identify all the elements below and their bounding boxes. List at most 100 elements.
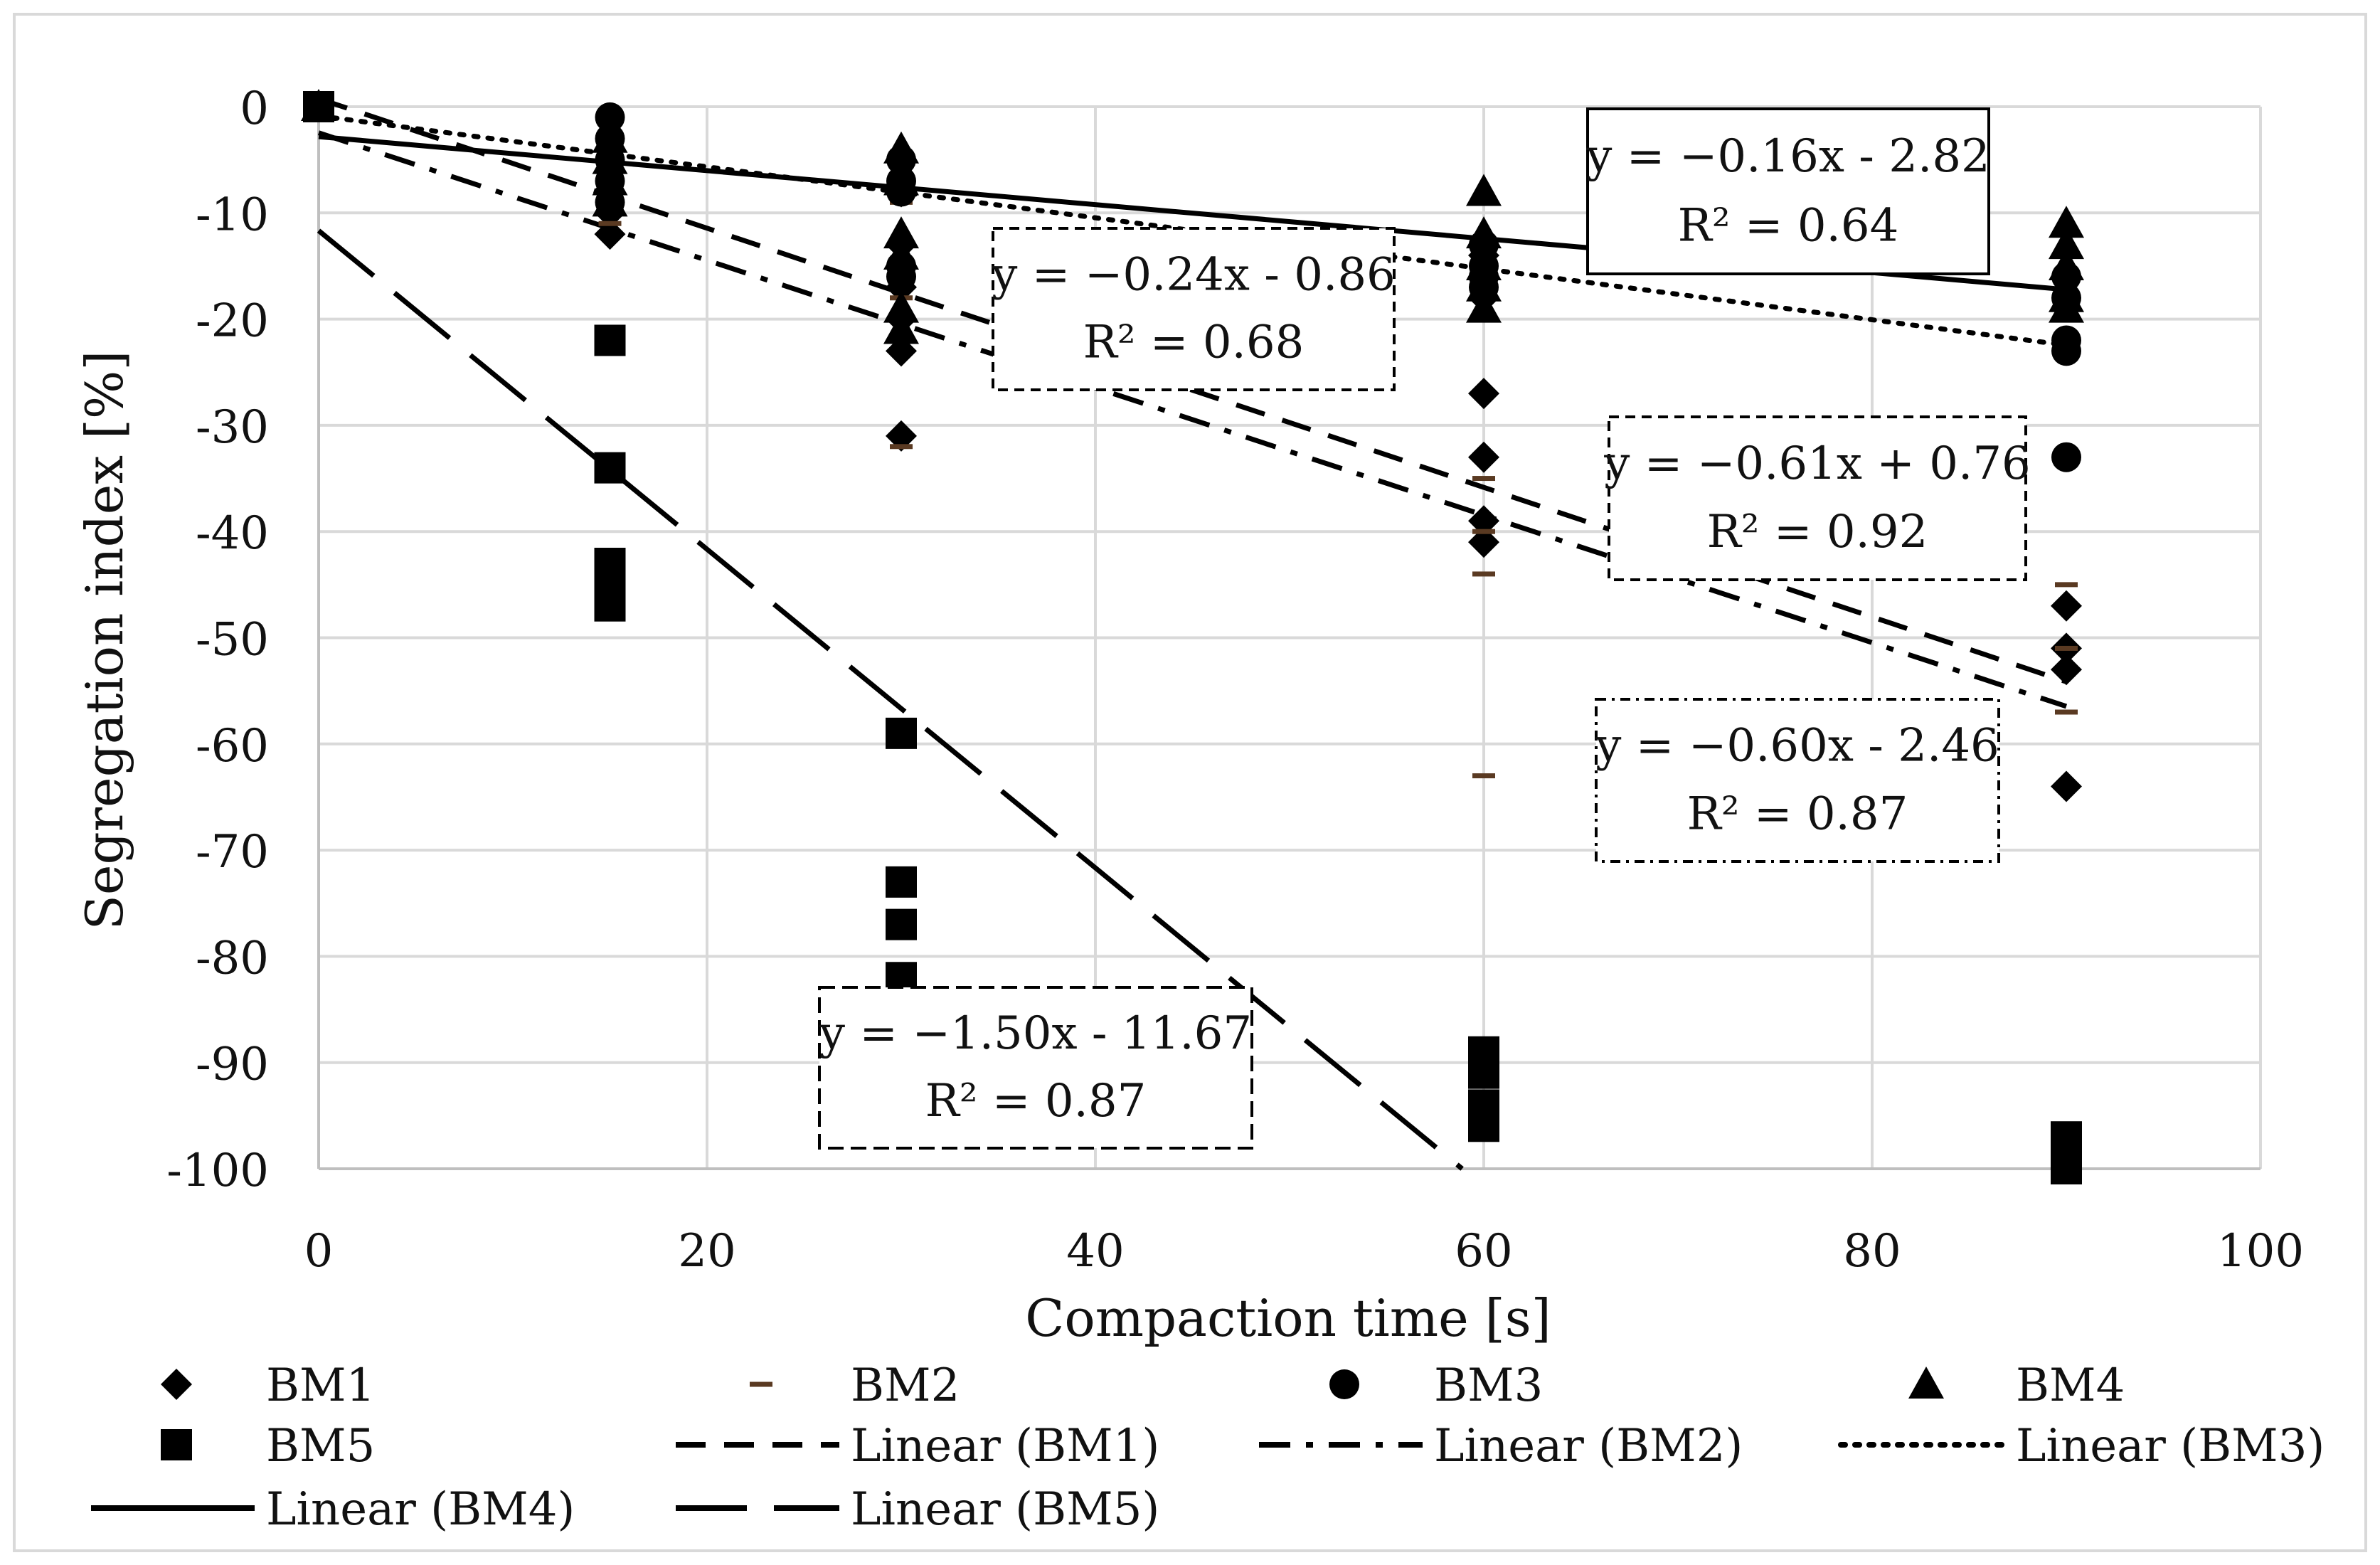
- y-tick-label: -30: [196, 401, 269, 454]
- trend-r-squared: R² = 0.92: [1707, 506, 1928, 558]
- legend-item: Linear (BM1): [676, 1420, 1159, 1473]
- trend-r-squared: R² = 0.64: [1678, 200, 1899, 253]
- data-point-bm5: [886, 866, 917, 898]
- equation-box: [992, 227, 1396, 391]
- data-point-bm4: [883, 216, 919, 249]
- axis-ticks: 0 -10 -20 -30 -40 -50 -60 -70 -80 -90 -100 0 20 40 60 8…: [166, 83, 2304, 1278]
- grid: [317, 105, 2262, 1170]
- legend-label: BM2: [851, 1359, 960, 1412]
- data-point-bm4: [592, 184, 628, 217]
- data-point-bm2: [1472, 571, 1495, 577]
- legend-marker-bm4: [1908, 1367, 1944, 1399]
- y-tick-label: -20: [196, 295, 269, 348]
- equation-box: [1595, 698, 2000, 863]
- y-tick-label: -80: [196, 932, 269, 985]
- trend-equation: y = −0.61x + 0.76: [1603, 437, 2031, 490]
- equation-boxes: y = −0.61x + 0.76 R² = 0.92 y = −0.60x - 2…: [818, 107, 2031, 1150]
- legend-label: Linear (BM2): [1434, 1420, 1743, 1473]
- data-point-bm1: [2051, 770, 2082, 802]
- data-point-bm4: [883, 290, 919, 323]
- data-point-bm1: [1468, 378, 1499, 410]
- data-point-bm5: [594, 324, 626, 356]
- legend: BM1 BM2 BM3 BM4 BM5 Linear (BM1) Linear (BM2) L…: [91, 1359, 2325, 1536]
- y-tick-label: -100: [166, 1145, 269, 1197]
- data-point-bm5: [1468, 1110, 1499, 1142]
- x-axis-label: Compaction time [s]: [1025, 1288, 1551, 1348]
- data-point-bm5: [594, 452, 626, 484]
- data-point-bm4: [883, 163, 919, 196]
- data-point-bm1: [2051, 654, 2082, 686]
- data-point-bm2: [890, 444, 913, 450]
- legend-marker-bm2: [750, 1381, 772, 1387]
- legend-item: BM3: [1329, 1359, 1543, 1412]
- data-point-bm2: [598, 221, 622, 226]
- data-points: [301, 89, 2084, 1184]
- data-point-bm4: [883, 238, 919, 270]
- legend-label: Linear (BM5): [851, 1483, 1159, 1536]
- data-point-bm4: [1466, 248, 1502, 280]
- legend-label: Linear (BM1): [851, 1420, 1159, 1473]
- legend-marker-bm1: [161, 1369, 192, 1400]
- data-point-bm5: [886, 717, 917, 749]
- data-point-bm1: [1468, 441, 1499, 473]
- legend-label: BM4: [2016, 1359, 2125, 1412]
- legend-label: BM1: [266, 1359, 375, 1412]
- data-point-bm1: [594, 218, 626, 250]
- data-point-bm5: [594, 590, 626, 622]
- data-point-bm5: [303, 91, 334, 122]
- data-point-bm4: [883, 312, 919, 344]
- x-tick-label: 40: [1066, 1225, 1124, 1278]
- data-point-bm4: [1466, 290, 1502, 323]
- data-point-bm4: [592, 142, 628, 174]
- y-tick-label: 0: [240, 83, 269, 135]
- legend-item: BM1: [161, 1359, 375, 1412]
- data-point-bm2: [2055, 645, 2078, 651]
- data-point-bm2: [1472, 476, 1495, 482]
- data-point-bm4: [1466, 174, 1502, 206]
- data-point-bm4: [1466, 216, 1502, 249]
- trend-r-squared: R² = 0.87: [1687, 787, 1908, 840]
- x-tick-label: 60: [1455, 1225, 1512, 1278]
- data-point-bm4: [2049, 248, 2084, 280]
- legend-marker-bm5: [161, 1429, 192, 1460]
- y-tick-label: -90: [196, 1039, 269, 1091]
- x-tick-label: 100: [2217, 1225, 2304, 1278]
- legend-item: BM2: [750, 1359, 960, 1412]
- data-point-bm4: [2049, 206, 2084, 238]
- legend-marker-bm3: [1329, 1369, 1359, 1399]
- data-point-bm3: [2051, 442, 2081, 472]
- data-point-bm2: [2055, 582, 2078, 588]
- data-point-bm2: [1472, 529, 1495, 534]
- y-axis-label: Segregation index [%]: [75, 351, 134, 930]
- legend-label: Linear (BM3): [2016, 1420, 2325, 1473]
- data-point-bm4: [1466, 269, 1502, 302]
- trend-equation: y = −1.50x - 11.67: [819, 1007, 1252, 1060]
- legend-item: Linear (BM4): [91, 1483, 575, 1536]
- legend-item: BM5: [161, 1420, 375, 1473]
- trend-equation: y = −0.16x - 2.82: [1585, 130, 1990, 183]
- legend-label: BM3: [1434, 1359, 1543, 1412]
- y-tick-label: -40: [196, 507, 269, 560]
- x-tick-label: 20: [678, 1225, 735, 1278]
- legend-item: Linear (BM5): [676, 1483, 1159, 1536]
- data-point-bm5: [2051, 1153, 2082, 1184]
- trend-equation: y = −0.60x - 2.46: [1595, 720, 1999, 773]
- trend-r-squared: R² = 0.87: [925, 1075, 1147, 1128]
- y-tick-label: -10: [196, 189, 269, 241]
- data-point-bm3: [2051, 336, 2081, 366]
- equation-box: [1586, 107, 1990, 275]
- equation-box: [818, 986, 1253, 1150]
- y-tick-label: -70: [196, 826, 269, 879]
- y-tick-label: -60: [196, 720, 269, 773]
- data-point-bm4: [592, 120, 628, 153]
- data-point-bm1: [2051, 590, 2082, 622]
- trend-r-squared: R² = 0.68: [1083, 317, 1305, 369]
- legend-item: Linear (BM2): [1259, 1420, 1743, 1473]
- data-point-bm4: [2049, 290, 2084, 323]
- data-point-bm3: [595, 102, 625, 132]
- legend-label: BM5: [266, 1420, 375, 1473]
- data-point-bm4: [592, 163, 628, 196]
- data-point-bm5: [886, 908, 917, 940]
- equation-box: [1608, 415, 2027, 581]
